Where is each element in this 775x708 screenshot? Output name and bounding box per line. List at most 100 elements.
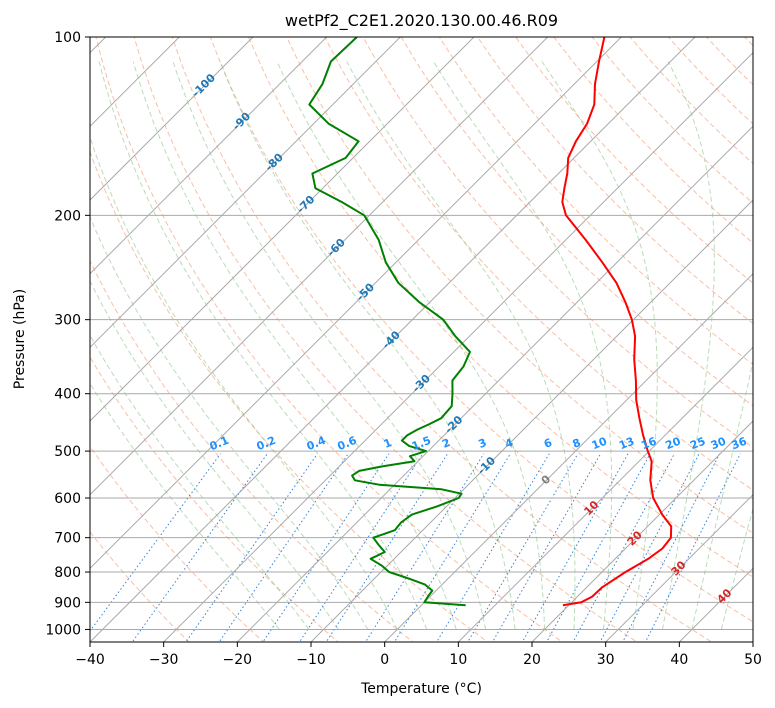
y-tick-label: 700 [54, 531, 81, 547]
dry-adiabat-line [90, 356, 340, 642]
dry-adiabat-line [324, 37, 753, 491]
mixing-ratio-label: 10 [590, 434, 609, 452]
moist-adiabat-line [691, 358, 753, 630]
moist-adiabat-line [346, 61, 576, 630]
dewpoint-profile-line [308, 37, 471, 607]
dry-adiabat-line [591, 37, 753, 204]
dry-adiabat-line [95, 37, 564, 642]
mixing-ratio-label: 20 [664, 434, 683, 452]
isotherm-line [310, 199, 753, 642]
mixing-ratio-line [644, 453, 741, 642]
plot-area [90, 37, 753, 642]
dry-adiabat-line [400, 37, 753, 407]
y-tick-label: 900 [54, 595, 81, 611]
moist-adiabat-line [90, 382, 280, 630]
isotherm-line [90, 37, 328, 275]
moist-adiabat-line [433, 61, 613, 630]
mixing-ratio-label: 8 [571, 436, 583, 451]
isotherm-line [90, 37, 254, 201]
mixing-ratio-label: 1 [382, 436, 394, 451]
isotherm-line [90, 37, 475, 422]
y-tick-label: 600 [54, 491, 81, 507]
isotherm-line [90, 37, 549, 496]
moist-adiabat-line [219, 61, 516, 630]
x-axis-ticks: −40 −30 −20 −10 0 10 20 30 40 50 [75, 642, 762, 668]
y-tick-label: 300 [54, 313, 81, 329]
x-tick-label: −10 [296, 652, 326, 668]
mixing-ratio-label: 25 [688, 435, 707, 453]
dry-adiabat-line [90, 259, 414, 642]
isotherm-line [457, 346, 753, 642]
mixing-ratio-label: 3 [477, 436, 489, 451]
moist-adiabat-line [541, 61, 658, 630]
isotherm-line [90, 37, 623, 570]
chart-title: wetPf2_C2E1.2020.130.00.46.R09 [285, 11, 558, 31]
moist-adiabat-line [661, 61, 715, 630]
moist-adiabat-line [132, 61, 457, 630]
x-axis-label: Temperature (°C) [360, 681, 482, 697]
moist-adiabat-line [90, 135, 398, 630]
dry-adiabat-line [171, 37, 713, 642]
y-tick-label: 1000 [45, 622, 81, 638]
mixing-ratio-line [622, 453, 721, 642]
y-tick-label: 400 [54, 387, 81, 403]
dry-adiabat-line [90, 150, 489, 642]
mixing-ratio-label: 16 [639, 434, 658, 452]
dry-adiabat-line [133, 37, 638, 642]
moist-adiabat-line [276, 61, 546, 630]
mixing-ratio-line [262, 453, 390, 642]
mixing-ratio-label: 2 [440, 436, 452, 451]
x-tick-label: −30 [149, 652, 179, 668]
mixing-ratio-line [364, 453, 485, 642]
mixing-ratio-line [131, 453, 268, 642]
mixing-ratio-line [185, 453, 318, 642]
mixing-ratio-line [599, 453, 700, 642]
dry-adiabat-line [770, 24, 775, 654]
dry-adiabat-line [362, 37, 753, 449]
plot-frame [89, 36, 754, 643]
isotherm-line [383, 272, 753, 642]
mixing-ratio-line [90, 453, 221, 632]
x-tick-label: 20 [523, 652, 541, 668]
x-tick-label: 40 [670, 652, 688, 668]
dry-adiabat-line [438, 37, 753, 366]
y-tick-label: 200 [54, 208, 81, 224]
isotherm-line [90, 37, 696, 642]
x-tick-label: 30 [597, 652, 615, 668]
y-axis-label: Pressure (hPa) [12, 289, 28, 389]
moist-adiabat-line [90, 334, 310, 630]
dry-adiabat-line [476, 37, 753, 325]
mixing-ratio-label: 36 [730, 434, 749, 452]
isotherm-line [236, 125, 753, 642]
dry-adiabat-line [553, 37, 753, 244]
pressure-gridlines [90, 37, 753, 630]
x-tick-label: 10 [449, 652, 467, 668]
y-tick-label: 800 [54, 565, 81, 581]
mixing-ratio-line [491, 453, 602, 642]
y-tick-label: 100 [54, 30, 81, 46]
isotherm-line [90, 37, 402, 349]
moist-adiabat-line [90, 215, 369, 630]
dry-adiabat-line [515, 37, 753, 284]
y-axis-ticks: 100 200 300 400 500 600 700 800 900 1000 [45, 30, 90, 638]
isotherm-line [162, 51, 753, 642]
y-tick-label: 500 [54, 444, 81, 460]
mixing-ratio-line [467, 453, 579, 642]
mixing-ratio-line [436, 453, 550, 642]
x-tick-label: 0 [380, 652, 389, 668]
isotherm-line [604, 493, 753, 642]
x-tick-label: 50 [744, 652, 762, 668]
mixing-ratio-line [393, 453, 511, 642]
moist-adiabat-line [720, 506, 753, 630]
mixing-ratio-line [218, 453, 349, 642]
profile-lines [308, 37, 673, 607]
x-tick-label: −20 [223, 652, 253, 668]
background-lines [90, 24, 775, 654]
mixing-ratio-label: 13 [617, 435, 636, 453]
moist-adiabat-line [98, 61, 428, 630]
x-tick-label: −40 [75, 652, 105, 668]
moist-adiabat-line [172, 61, 487, 630]
temperature-profile-line [561, 37, 673, 607]
isotherm-line [531, 420, 753, 642]
